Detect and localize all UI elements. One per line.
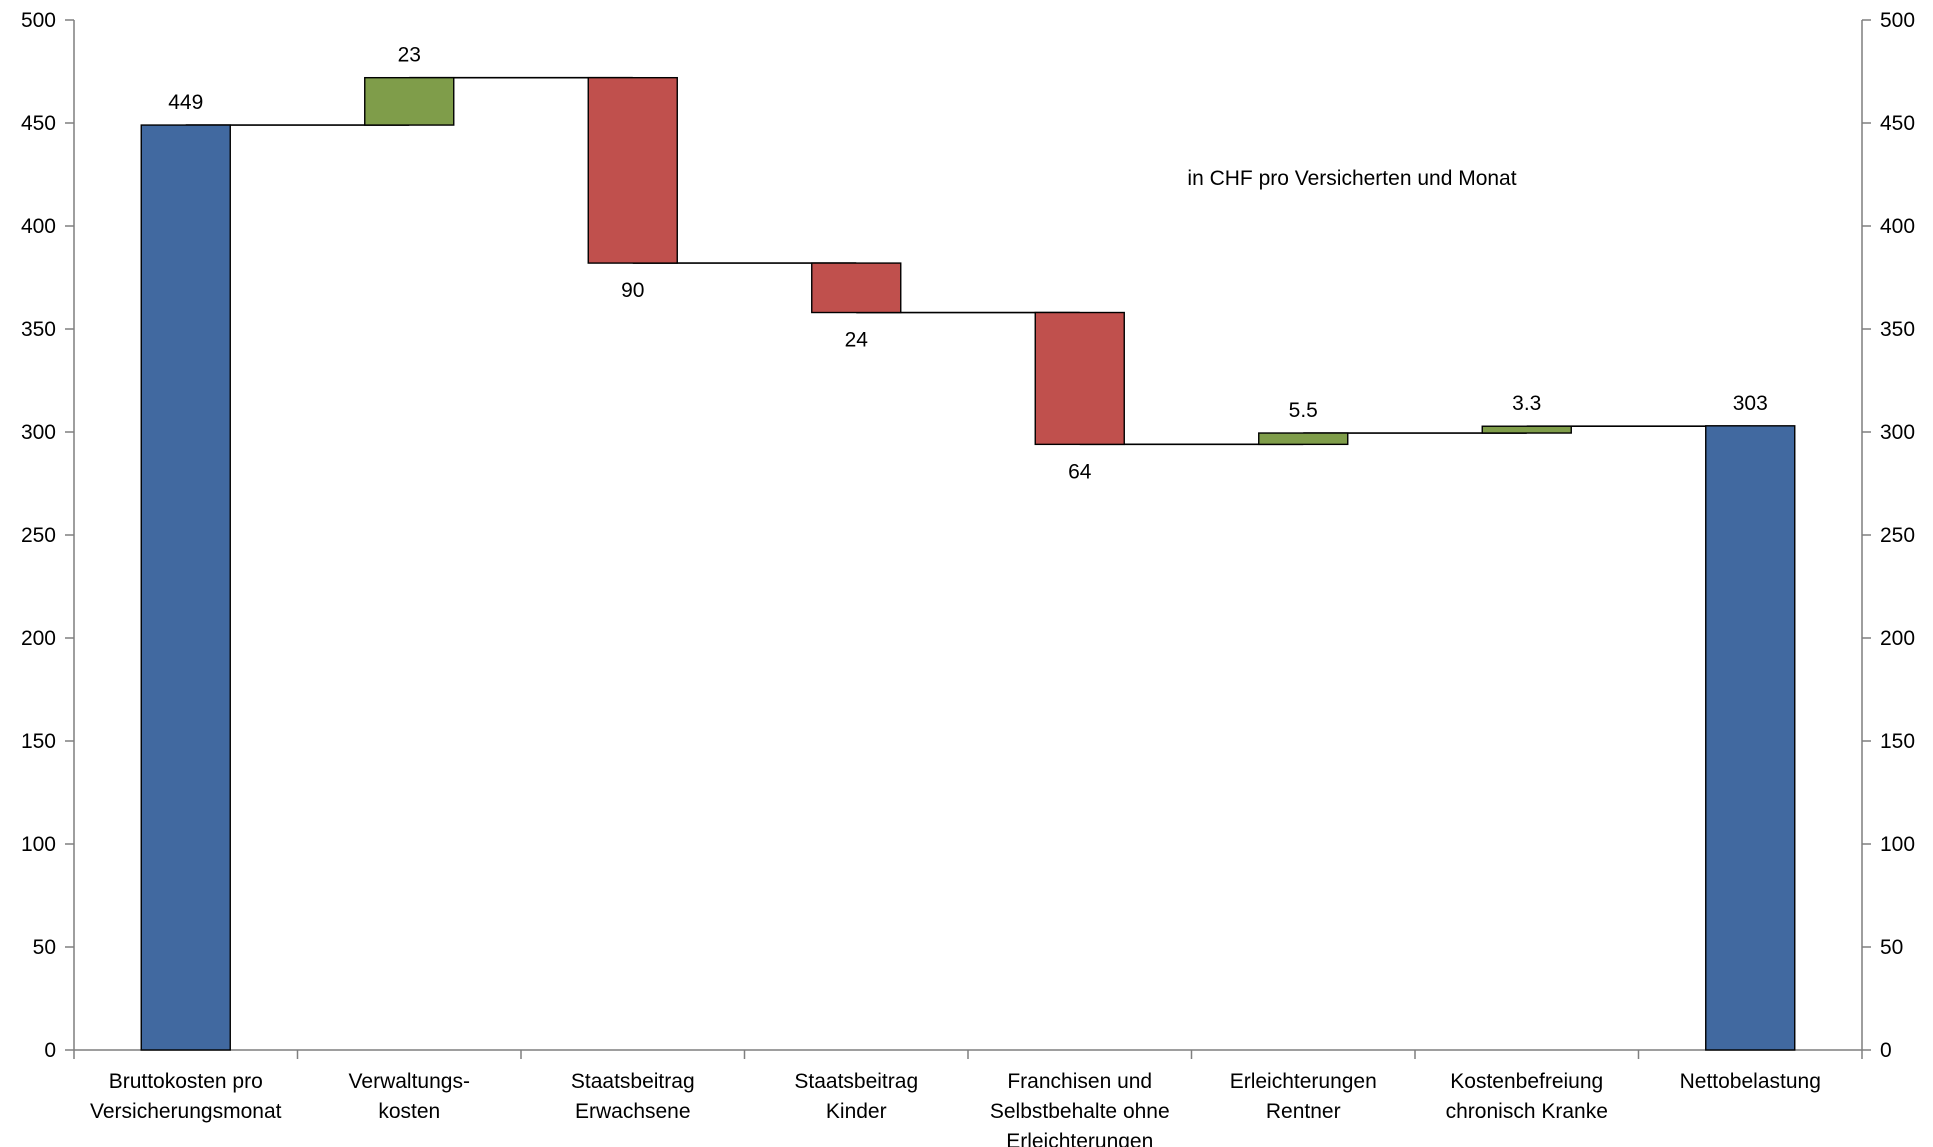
x-tick-label: Erleichterungen	[1230, 1070, 1377, 1093]
data-label: 90	[621, 279, 644, 302]
y-tick-label-left: 100	[21, 833, 56, 856]
data-label: 23	[398, 44, 421, 67]
y-tick-label-right: 500	[1880, 9, 1915, 32]
chart-annotation: in CHF pro Versicherten und Monat	[1187, 167, 1516, 190]
y-tick-label-left: 150	[21, 730, 56, 753]
x-tick-label: Rentner	[1266, 1100, 1341, 1123]
data-label: 449	[168, 91, 203, 114]
bar-increase	[364, 76, 455, 126]
x-tick-label: Erwachsene	[575, 1100, 691, 1123]
x-tick-label: Verwaltungs-	[349, 1070, 470, 1093]
x-tick-label: Kinder	[826, 1100, 887, 1123]
bar-decrease	[811, 262, 902, 314]
x-tick-label: Staatsbeitrag	[794, 1070, 918, 1093]
y-tick-label-left: 300	[21, 421, 56, 444]
bar-total	[1705, 425, 1796, 1051]
y-tick-label-right: 50	[1880, 936, 1903, 959]
y-tick-label-right: 0	[1880, 1039, 1892, 1062]
y-tick-label-right: 250	[1880, 524, 1915, 547]
x-tick-label: chronisch Kranke	[1446, 1100, 1608, 1123]
x-tick-label: Selbstbehalte ohne	[990, 1100, 1170, 1123]
y-tick-label-right: 100	[1880, 833, 1915, 856]
y-tick-label-right: 350	[1880, 318, 1915, 341]
y-tick-label-left: 350	[21, 318, 56, 341]
x-tick-label: Erleichterungen	[1006, 1130, 1153, 1147]
y-tick-label-left: 250	[21, 524, 56, 547]
y-tick-label-left: 450	[21, 112, 56, 135]
data-label: 3.3	[1512, 392, 1541, 415]
y-tick-label-right: 150	[1880, 730, 1915, 753]
bar-decrease	[587, 76, 678, 264]
x-tick-label: Nettobelastung	[1680, 1070, 1821, 1093]
x-tick-label: Bruttokosten pro	[109, 1070, 263, 1093]
y-tick-label-left: 50	[33, 936, 56, 959]
y-tick-label-left: 500	[21, 9, 56, 32]
x-tick-label: Franchisen und	[1007, 1070, 1152, 1093]
bar-total	[140, 124, 231, 1051]
y-tick-label-right: 400	[1880, 215, 1915, 238]
x-tick-label: Kostenbefreiung	[1450, 1070, 1603, 1093]
x-tick-label: kosten	[378, 1100, 440, 1123]
bar-increase	[1258, 432, 1349, 446]
x-tick-label: Staatsbeitrag	[571, 1070, 695, 1093]
y-tick-label-right: 300	[1880, 421, 1915, 444]
y-tick-label-left: 200	[21, 627, 56, 650]
x-tick-label: Versicherungsmonat	[90, 1100, 282, 1123]
data-label: 5.5	[1289, 399, 1318, 422]
bar-decrease	[1034, 311, 1125, 446]
data-label: 24	[845, 329, 869, 352]
data-label: 303	[1733, 392, 1768, 415]
y-tick-label-right: 450	[1880, 112, 1915, 135]
y-tick-label-right: 200	[1880, 627, 1915, 650]
data-label: 64	[1068, 460, 1092, 483]
bar-increase	[1481, 425, 1572, 434]
y-tick-label-left: 400	[21, 215, 56, 238]
y-tick-label-left: 0	[44, 1039, 56, 1062]
